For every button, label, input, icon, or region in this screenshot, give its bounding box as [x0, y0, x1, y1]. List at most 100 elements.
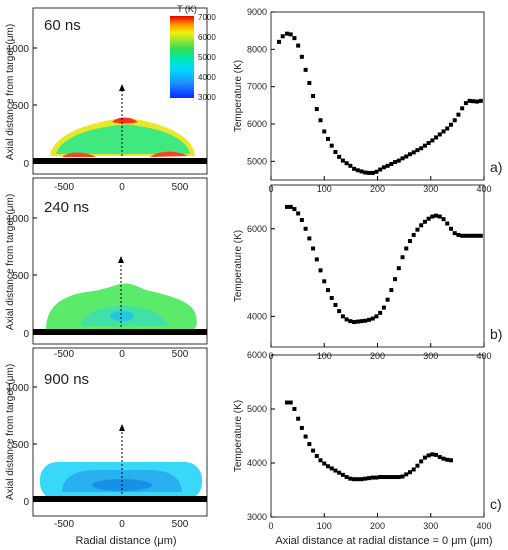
- x-tick-label: 0: [119, 519, 125, 530]
- y-tick-label: 6000: [247, 350, 267, 360]
- map-frame: [32, 177, 208, 345]
- x-tick-label: 0: [268, 521, 273, 531]
- colorbar-tick: 6000: [198, 33, 216, 42]
- data-point: [437, 214, 442, 219]
- y-tick-label: 0: [23, 497, 29, 508]
- plot-frame: [270, 11, 485, 181]
- y-tick-label: 4000: [247, 458, 267, 468]
- data-point: [363, 476, 368, 481]
- data-point: [322, 461, 327, 466]
- temperature-profile-plots: 0 100 200 300 400 5000 6000 7000 8000 9000 Tempera…: [233, 7, 502, 531]
- y-tick-label: 7000: [247, 82, 267, 92]
- data-point: [333, 468, 338, 473]
- x-tick-label: 200: [370, 351, 385, 361]
- data-point: [389, 475, 394, 480]
- data-point: [415, 463, 420, 468]
- data-point: [445, 457, 450, 462]
- colorbar-tick: 7000: [198, 13, 216, 22]
- data-point: [344, 475, 349, 480]
- data-point: [452, 231, 457, 236]
- data-point: [318, 118, 323, 123]
- data-point: [340, 314, 345, 319]
- data-point: [318, 458, 323, 463]
- y-axis-label: Temperature (K): [233, 230, 244, 302]
- data-point: [296, 416, 301, 421]
- x-tick-label: 100: [317, 351, 332, 361]
- y-tick-label: 6000: [247, 119, 267, 129]
- y-tick-label: 500: [12, 440, 29, 451]
- data-point: [348, 476, 353, 481]
- y-ticks: 0 500 1000: [7, 214, 37, 340]
- axis-arrow-head: [119, 84, 125, 91]
- data-point: [426, 216, 431, 221]
- x-ticks: -500 0 500: [54, 349, 189, 360]
- data-point: [478, 233, 483, 238]
- data-point: [370, 170, 375, 175]
- y-tick-label: 5000: [247, 156, 267, 166]
- x-tick-label: 400: [476, 521, 491, 531]
- data-point: [396, 158, 401, 163]
- y-axis-label: Temperature (K): [233, 400, 244, 472]
- data-point: [299, 218, 304, 223]
- data-point: [441, 217, 446, 222]
- data-point: [415, 227, 420, 232]
- data-point: [370, 316, 375, 321]
- x-tick-label: -500: [54, 349, 74, 360]
- data-point: [329, 143, 334, 148]
- data-point: [404, 154, 409, 159]
- data-point: [437, 132, 442, 137]
- data-point: [370, 475, 375, 480]
- data-point: [441, 129, 446, 134]
- y-ticks: 0 500 1000: [7, 44, 37, 170]
- y-tick-label: 5000: [247, 404, 267, 414]
- data-point: [448, 122, 453, 127]
- x-tick-label: 500: [172, 349, 189, 360]
- data-point: [314, 257, 319, 262]
- panel-label: b): [490, 326, 502, 342]
- data-point: [452, 118, 457, 123]
- data-point: [430, 214, 435, 219]
- data-point: [352, 320, 357, 325]
- x-ticks: -500 0 500: [54, 182, 189, 193]
- data-point: [385, 475, 390, 480]
- data-point: [311, 448, 316, 453]
- data-point: [396, 475, 401, 480]
- data-point: [299, 425, 304, 430]
- data-point: [374, 169, 379, 174]
- data-point: [419, 223, 424, 228]
- y-tick-label: 3000: [247, 512, 267, 522]
- temperature-map-900ns: 900 ns 0 500 1000 -500 0 500 Axial dista…: [5, 347, 208, 530]
- data-point: [325, 136, 330, 141]
- data-point: [292, 207, 297, 212]
- data-point: [437, 455, 442, 460]
- plume-cool-spot: [110, 311, 134, 321]
- data-point: [363, 170, 368, 175]
- data-point: [471, 99, 476, 104]
- panel-label: c): [490, 496, 502, 512]
- x-tick-label: 200: [370, 521, 385, 531]
- data-point: [400, 255, 405, 260]
- axis-arrow-head: [119, 424, 125, 431]
- data-point: [396, 266, 401, 271]
- data-point: [292, 407, 297, 411]
- y-tick-label: 1000: [7, 383, 30, 394]
- data-point: [411, 150, 416, 155]
- data-point: [299, 54, 304, 59]
- time-label: 60 ns: [44, 17, 81, 34]
- data-point: [284, 31, 289, 36]
- data-point: [475, 99, 480, 104]
- data-point: [355, 319, 360, 324]
- y-tick-label: 8000: [247, 44, 267, 54]
- data-point: [378, 475, 383, 480]
- data-point: [314, 107, 319, 112]
- data-point: [340, 158, 345, 163]
- target-bar: [33, 329, 207, 335]
- x-tick-label: -500: [54, 182, 74, 193]
- data-point: [359, 319, 364, 324]
- data-point: [393, 475, 398, 480]
- data-point: [284, 400, 289, 405]
- data-point: [411, 232, 416, 237]
- colorbar-tick: 3000: [198, 93, 216, 102]
- data-point: [322, 279, 327, 284]
